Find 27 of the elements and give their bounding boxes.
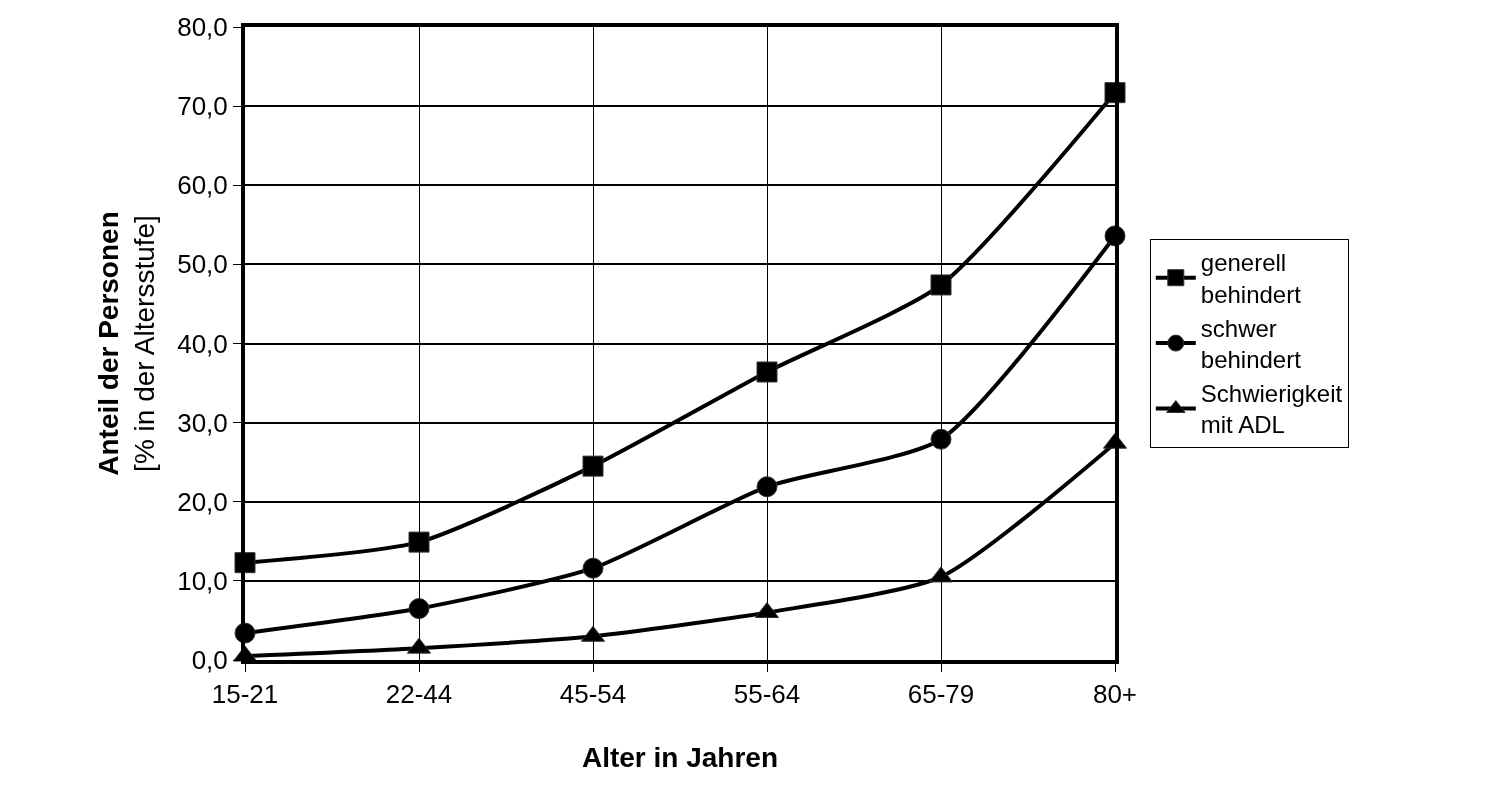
y-tick-label: 10,0	[177, 565, 228, 596]
point	[408, 531, 430, 553]
y-tick-label: 40,0	[177, 328, 228, 359]
x-tick-label: 15-21	[211, 679, 279, 710]
legend-label: Schwierigkeit mit ADL	[1200, 380, 1343, 439]
y-axis-title: Anteil der Personen [% in der Altersstufe]	[92, 211, 161, 476]
point	[756, 361, 778, 383]
point	[930, 274, 952, 296]
x-tick-label: 65-79	[907, 679, 975, 710]
point	[930, 428, 952, 450]
x-tick-label: 22-44	[385, 679, 453, 710]
y-tick-label: 50,0	[177, 249, 228, 280]
y-tick-label: 80,0	[177, 12, 228, 43]
point	[756, 476, 778, 498]
x-axis-title: Alter in Jahren	[581, 741, 779, 773]
y-tick-label: 60,0	[177, 170, 228, 201]
point	[582, 455, 604, 477]
y-tick-label: 0,0	[191, 645, 228, 676]
y-tick-label: 30,0	[177, 407, 228, 438]
y-tick-label: 20,0	[177, 486, 228, 517]
y-tick-label: 70,0	[177, 91, 228, 122]
point	[582, 557, 604, 579]
x-tick-label: 55-64	[733, 679, 801, 710]
x-tick-label: 45-54	[559, 679, 627, 710]
point	[408, 598, 430, 620]
legend-label: schwer behindert	[1200, 314, 1302, 374]
x-tick-label: 80+	[1092, 679, 1138, 710]
